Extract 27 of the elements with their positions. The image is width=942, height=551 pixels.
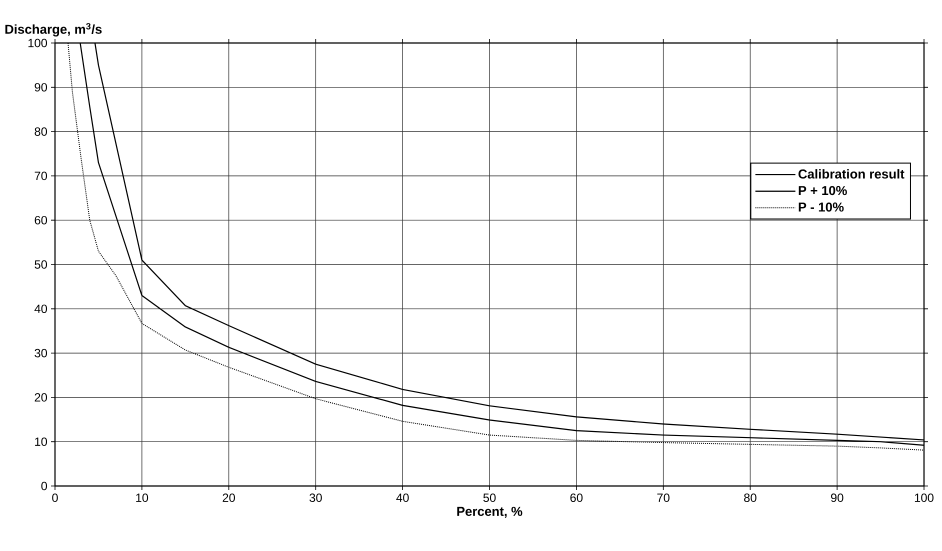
y-tick-label: 80 [34, 127, 48, 136]
x-tick-label: 50 [483, 494, 496, 502]
y-tick-label: 10 [35, 437, 48, 446]
legend-label: P - 10% [798, 202, 844, 212]
y-axis-title: Discharge, m$^{3}$/s [5, 23, 102, 36]
x-tick-label: 30 [310, 494, 322, 502]
x-tick-label: 20 [222, 494, 235, 502]
x-tick-label: 90 [831, 494, 844, 502]
x-tick-label: 100 [914, 494, 934, 502]
y-tick-label: 70 [34, 172, 48, 180]
x-tick-label: 80 [744, 494, 756, 502]
y-tick-label: 30 [34, 348, 48, 358]
y-tick-label: 20 [34, 393, 48, 402]
legend-label: P + 10% [798, 186, 847, 196]
legend-label: Calibration result [798, 169, 904, 179]
x-tick-label: 60 [570, 494, 583, 502]
y-tick-label: 100 [28, 38, 48, 48]
y-tick-label: 0 [41, 482, 48, 490]
x-tick-label: 0 [52, 494, 58, 502]
x-tick-label: 10 [136, 494, 148, 502]
y-tick-label: 50 [34, 260, 48, 269]
y-tick-label: 90 [34, 83, 48, 92]
x-tick-label: 70 [657, 494, 670, 502]
x-axis-title: Percent, % [457, 506, 522, 518]
y-tick-label: 40 [34, 304, 48, 314]
x-tick-label: 40 [396, 494, 409, 502]
y-tick-label: 60 [34, 216, 48, 224]
